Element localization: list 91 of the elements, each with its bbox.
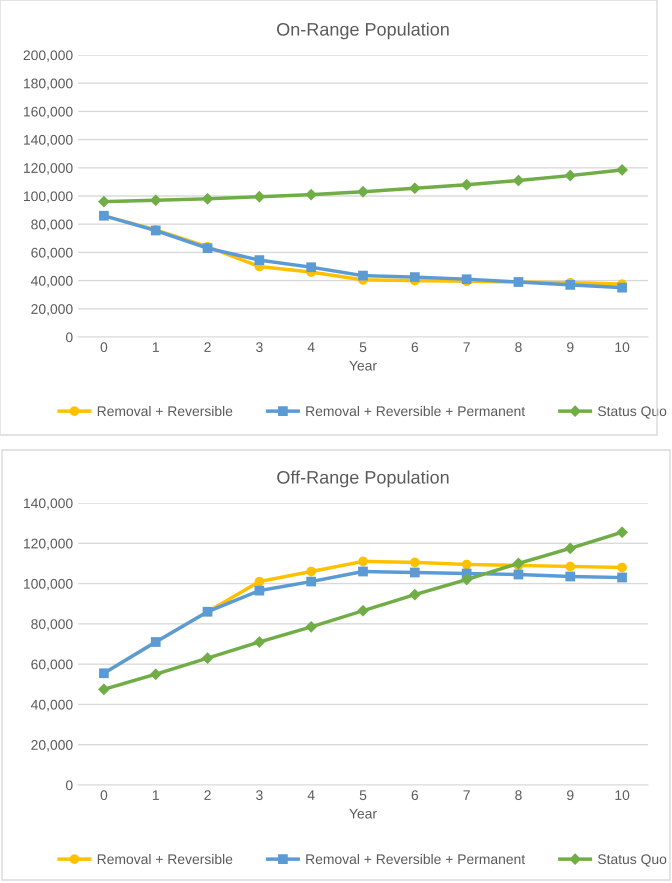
point	[254, 586, 264, 596]
y-tick-label: 140,000	[24, 498, 73, 510]
legend-label: Status Quo	[598, 854, 666, 867]
x-tick-label: 6	[412, 342, 418, 352]
point	[358, 566, 368, 576]
point	[410, 272, 420, 282]
point	[150, 194, 162, 206]
x-tick-label: 0	[100, 790, 108, 800]
x-tick-label: 1	[152, 342, 159, 352]
y-tick-label: 140,000	[24, 134, 73, 146]
y-tick-label: 120,000	[24, 538, 73, 550]
point	[512, 174, 524, 186]
x-tick-label: 5	[360, 342, 366, 352]
point	[254, 636, 265, 648]
point	[616, 526, 628, 538]
legend-label: Removal + Reversible + Permanent	[306, 406, 526, 416]
y-tick-label: 80,000	[31, 619, 73, 631]
x-tick-label: 2	[204, 342, 211, 352]
point	[306, 576, 316, 586]
legend-label: Removal + Reversible + Permanent	[306, 854, 526, 864]
x-axis-title: Year	[349, 808, 377, 819]
point	[202, 193, 214, 204]
point	[254, 191, 265, 202]
x-tick-label: 10	[615, 342, 630, 352]
y-tick-label: 160,000	[24, 106, 73, 118]
x-tick-label: 7	[463, 790, 470, 800]
point	[410, 558, 420, 568]
point	[617, 572, 627, 582]
y-tick-label: 180,000	[24, 78, 73, 90]
point	[617, 282, 627, 293]
chart-title: Off-Range Population	[277, 470, 448, 488]
legend-label: Removal + Reversible	[98, 854, 232, 864]
x-tick-label: 1	[152, 790, 159, 800]
point	[357, 186, 369, 198]
x-tick-label: 2	[204, 790, 211, 800]
x-tick-label: 3	[256, 790, 263, 800]
point	[254, 255, 264, 266]
x-tick-label: 0	[100, 342, 108, 352]
y-tick-label: 40,000	[30, 700, 73, 712]
point	[98, 684, 110, 695]
y-tick-label: 80,000	[31, 220, 73, 232]
y-tick-label: 0	[66, 332, 73, 342]
y-tick-label: 20,000	[31, 740, 73, 752]
x-tick-label: 9	[567, 790, 574, 800]
point	[306, 188, 317, 200]
x-tick-label: 7	[463, 342, 470, 352]
x-tick-label: 6	[412, 790, 418, 800]
y-tick-label: 60,000	[31, 248, 73, 260]
point	[150, 668, 162, 680]
x-tick-label: 8	[515, 342, 522, 352]
point	[202, 652, 214, 664]
point	[461, 179, 472, 190]
point	[98, 196, 110, 208]
point	[357, 605, 369, 616]
point	[306, 262, 316, 272]
x-tick-label: 5	[360, 790, 366, 800]
y-tick-label: 120,000	[24, 163, 73, 175]
x-tick-label: 4	[308, 342, 315, 352]
point	[565, 572, 576, 582]
y-tick-label: 200,000	[24, 50, 73, 62]
point	[358, 556, 368, 566]
point	[564, 542, 576, 554]
y-tick-label: 40,000	[30, 276, 73, 288]
point	[512, 558, 524, 570]
point	[410, 568, 420, 578]
chart-title: On-Range Population	[277, 22, 449, 40]
x-tick-label: 3	[256, 342, 263, 352]
y-tick-label: 100,000	[24, 578, 73, 590]
point	[409, 589, 420, 600]
x-tick-label: 9	[567, 342, 574, 352]
point	[409, 182, 420, 194]
x-tick-label: 10	[615, 790, 630, 800]
x-axis-title: Year	[349, 360, 377, 371]
x-tick-label: 4	[308, 790, 315, 800]
y-tick-label: 60,000	[31, 659, 73, 671]
point	[254, 576, 264, 586]
y-tick-label: 0	[66, 780, 73, 790]
y-tick-label: 100,000	[24, 191, 73, 203]
point	[462, 560, 472, 570]
point	[358, 270, 368, 281]
point	[565, 562, 576, 572]
point	[461, 574, 472, 586]
point	[617, 562, 627, 572]
point	[306, 566, 316, 576]
point	[564, 170, 576, 182]
point	[514, 570, 524, 580]
point	[306, 621, 317, 632]
legend-label: Removal + Reversible	[98, 406, 232, 416]
y-tick-label: 20,000	[31, 304, 73, 316]
x-tick-label: 8	[515, 790, 522, 800]
point	[616, 164, 628, 176]
